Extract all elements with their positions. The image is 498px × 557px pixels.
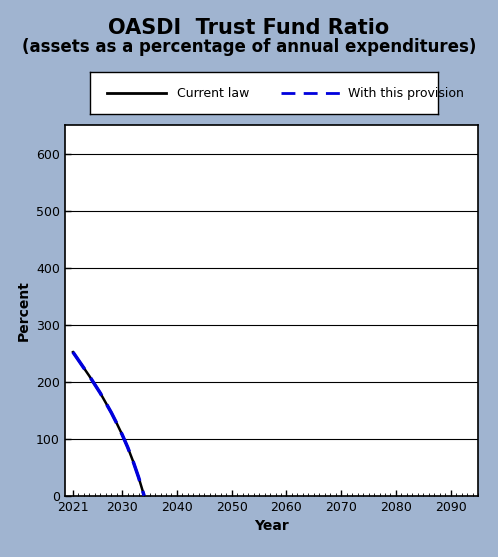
X-axis label: Year: Year bbox=[254, 519, 289, 533]
Text: (assets as a percentage of annual expenditures): (assets as a percentage of annual expend… bbox=[22, 38, 476, 56]
Text: OASDI  Trust Fund Ratio: OASDI Trust Fund Ratio bbox=[109, 18, 389, 38]
Y-axis label: Percent: Percent bbox=[16, 280, 30, 341]
Text: Current law: Current law bbox=[177, 87, 249, 100]
Text: With this provision: With this provision bbox=[348, 87, 464, 100]
